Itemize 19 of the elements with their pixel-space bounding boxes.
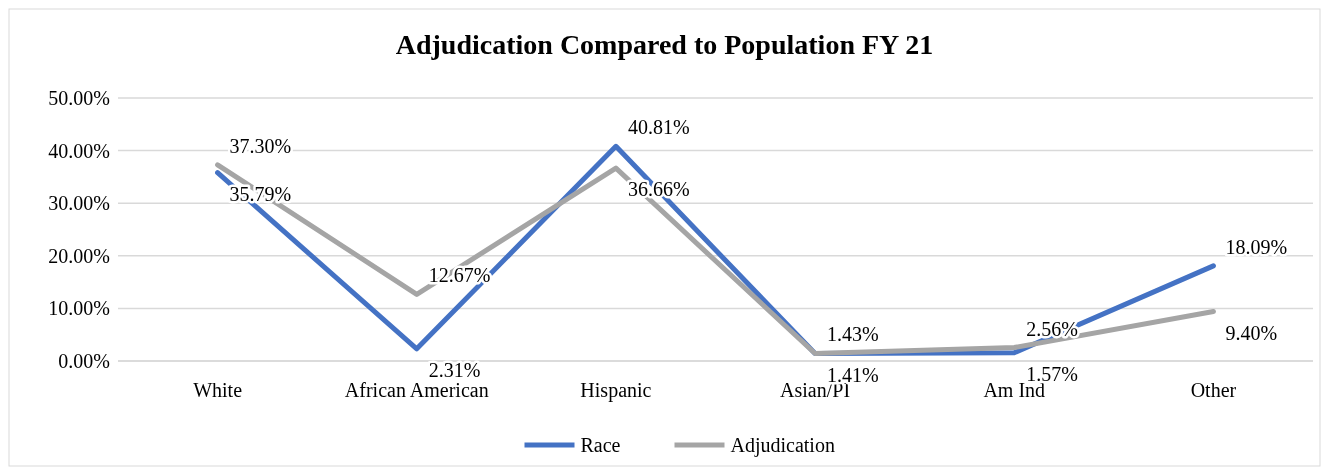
data-label: 2.31% bbox=[428, 358, 481, 381]
x-tick-label: Hispanic bbox=[580, 379, 652, 402]
y-tick-label: 30.00% bbox=[48, 192, 110, 215]
y-tick-label: 0.00% bbox=[58, 350, 110, 372]
y-tick-label: 10.00% bbox=[48, 297, 110, 320]
chart-title: Adjudication Compared to Population FY 21 bbox=[395, 29, 934, 60]
data-label: 1.43% bbox=[827, 323, 879, 346]
data-label: 37.30% bbox=[229, 134, 292, 157]
x-tick-label: White bbox=[193, 379, 243, 401]
y-tick-label: 20.00% bbox=[48, 244, 110, 267]
legend-label: Adjudication bbox=[730, 434, 835, 457]
x-tick-label: African American bbox=[344, 379, 489, 401]
legend-label: Race bbox=[580, 434, 621, 456]
data-label: 40.81% bbox=[627, 116, 690, 139]
x-tick-label: Other bbox=[1190, 379, 1237, 401]
y-tick-label: 50.00% bbox=[48, 87, 110, 109]
y-tick-label: 40.00% bbox=[48, 139, 110, 162]
data-label: 18.09% bbox=[1225, 235, 1288, 258]
data-label: 9.40% bbox=[1225, 321, 1278, 344]
